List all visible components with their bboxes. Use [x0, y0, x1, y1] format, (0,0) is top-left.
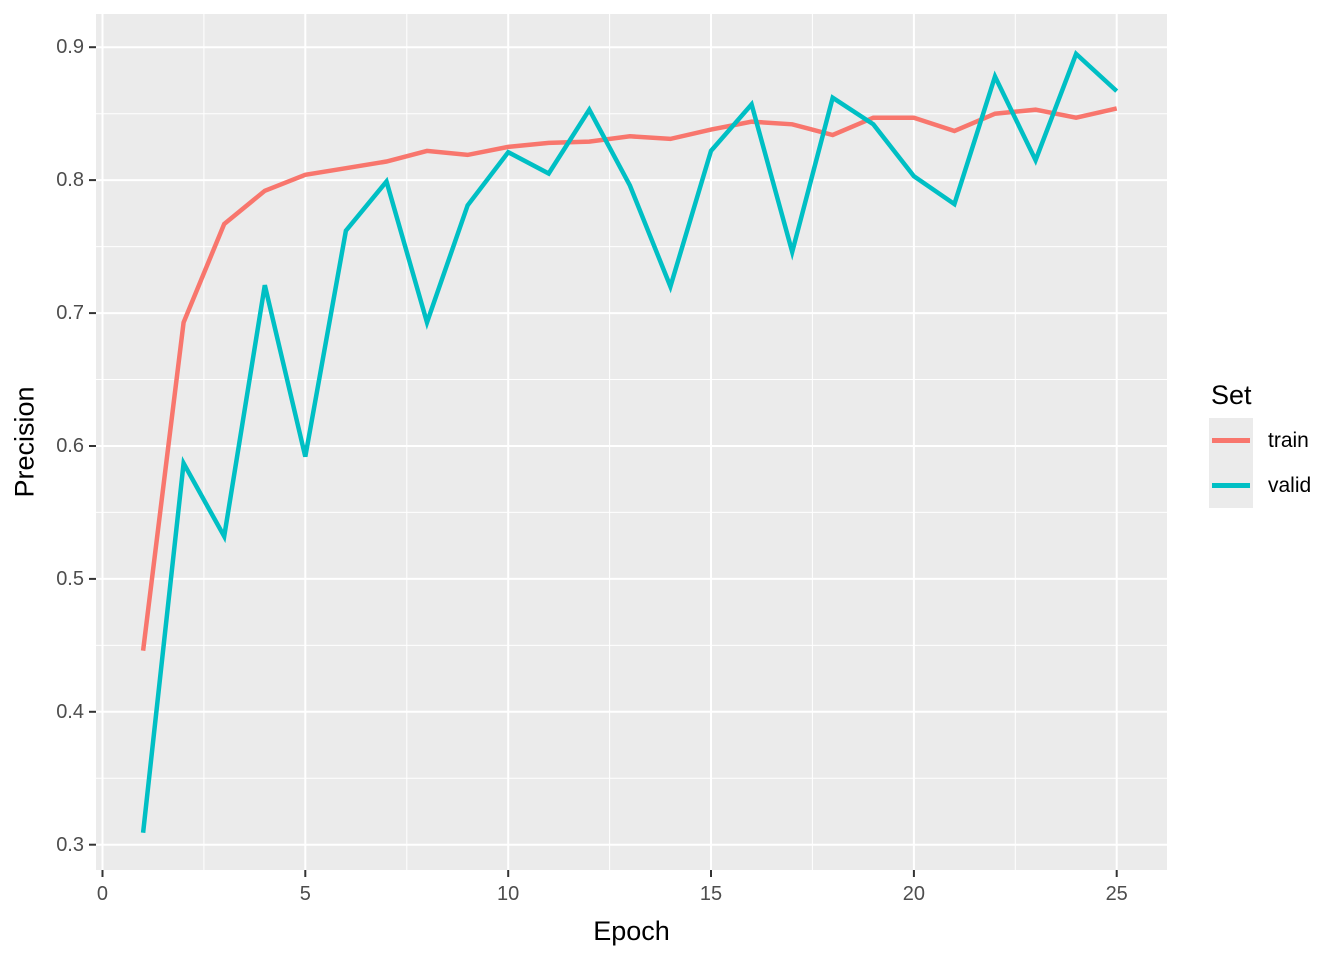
legend-key-train-swatch	[1209, 418, 1253, 463]
y-tick-label: 0.5	[56, 567, 84, 590]
x-tick-label: 0	[96, 883, 109, 905]
train-line	[140, 106, 1118, 651]
y-tick-label: 0.7	[56, 302, 84, 325]
y-tick-label: 0.3	[56, 833, 84, 856]
y-tick-label: 0.6	[56, 434, 84, 457]
legend-item-valid: valid	[1209, 463, 1311, 508]
x-tick-label: 5	[299, 883, 311, 905]
x-tick-label: 15	[699, 883, 723, 905]
y-tick-label: 0.4	[56, 700, 84, 723]
train-line-sample	[1212, 438, 1250, 443]
legend-label-valid: valid	[1268, 473, 1312, 497]
legend-title: Set	[1211, 380, 1252, 410]
y-axis-title: Precision	[9, 386, 40, 498]
y-tick-label: 0.8	[56, 169, 84, 192]
x-tick-label: 25	[1105, 883, 1128, 905]
legend-keys: train valid	[1209, 418, 1311, 508]
legend-label-train: train	[1268, 428, 1309, 452]
x-tick-label: 20	[902, 883, 925, 905]
legend-key-valid-swatch	[1209, 463, 1253, 508]
x-tick-label: 10	[497, 883, 520, 905]
legend: Set train valid	[1209, 381, 1311, 508]
valid-line	[140, 50, 1119, 834]
legend-item-train: train	[1209, 418, 1311, 463]
x-axis-title: Epoch	[593, 916, 670, 946]
valid-line-sample	[1212, 483, 1250, 488]
y-tick-label: 0.9	[56, 36, 84, 59]
plot-panel	[96, 14, 1167, 870]
